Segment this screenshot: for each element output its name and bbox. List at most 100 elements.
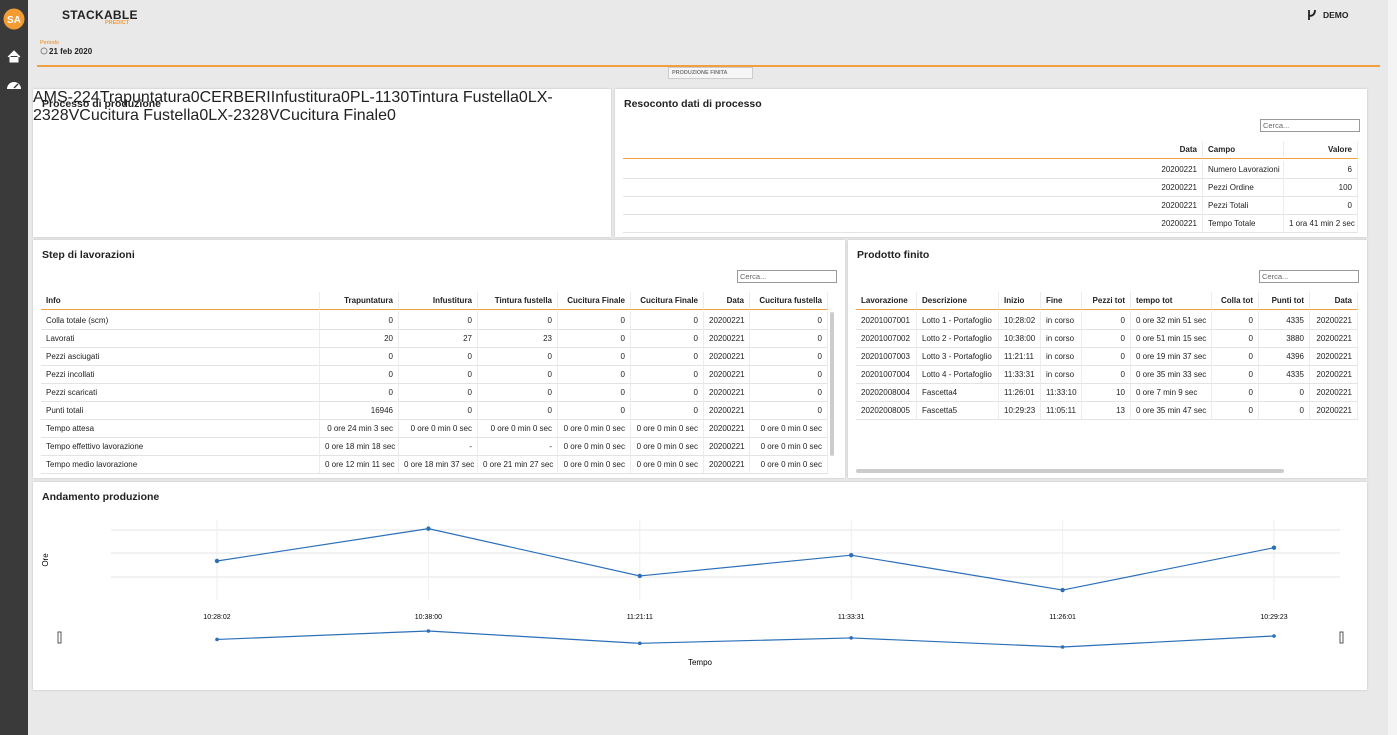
table-cell: Pezzi asciugati: [41, 348, 320, 366]
nav-handle[interactable]: [1339, 631, 1344, 644]
table-cell: 0: [478, 366, 558, 384]
table-cell: 0 ore 12 min 11 sec: [320, 456, 399, 474]
table-cell: 0: [478, 348, 558, 366]
column-header[interactable]: Descrizione: [917, 292, 999, 310]
avatar[interactable]: [3, 8, 25, 30]
column-header[interactable]: Cucitura fustella: [750, 292, 828, 310]
table-cell: 6: [1284, 161, 1358, 179]
machine-name: Tintura Fustella: [409, 89, 519, 106]
x-tick-label: 11:21:11: [627, 614, 653, 621]
scrollbar[interactable]: [1388, 0, 1397, 735]
column-header[interactable]: Infustitura: [399, 292, 478, 310]
point[interactable]: [1271, 545, 1277, 550]
column-header[interactable]: Colla tot: [1212, 292, 1259, 310]
table-cell: 16946: [320, 402, 399, 420]
search-box[interactable]: Cerca...: [737, 270, 837, 283]
column-header[interactable]: Data: [704, 292, 750, 310]
nav-handle[interactable]: [57, 631, 62, 644]
table-cell: 0 ore 0 min 0 sec: [750, 438, 828, 456]
table-cell: 0: [631, 366, 704, 384]
machine-name: Cucitura Finale: [279, 107, 387, 124]
x-tick-label: 10:38:00: [415, 614, 442, 621]
table-cell: 0: [1212, 402, 1259, 420]
h-scrollbar[interactable]: [856, 469, 1284, 473]
table-cell: 20200221: [704, 384, 750, 402]
table-cell: 0: [1082, 348, 1131, 366]
machine-count: 0: [341, 89, 350, 106]
table-cell: 0 ore 0 min 0 sec: [750, 456, 828, 474]
column-header[interactable]: Tintura fustella: [478, 292, 558, 310]
table-cell: 0 ore 0 min 0 sec: [558, 456, 631, 474]
table-cell: 0: [478, 402, 558, 420]
table-cell: 20200221: [704, 312, 750, 330]
search-box[interactable]: Cerca...: [1260, 119, 1360, 132]
point[interactable]: [214, 558, 220, 564]
table-cell: 0: [750, 402, 828, 420]
table-cell: 0: [558, 402, 631, 420]
column-header[interactable]: Lavorazione: [856, 292, 917, 310]
logo-sub: PREDICT: [105, 20, 130, 26]
column-header[interactable]: Cucitura Finale: [631, 292, 704, 310]
navigator-point: [849, 636, 853, 640]
point[interactable]: [1060, 587, 1065, 593]
panel-title: Step di lavorazioni: [42, 249, 135, 261]
table-cell: Pezzi incollati: [41, 366, 320, 384]
home-icon[interactable]: [7, 50, 21, 63]
table-cell: Lotto 3 - Portafoglio: [917, 348, 999, 366]
column-header[interactable]: Valore: [1284, 141, 1358, 159]
column-header[interactable]: Campo: [1203, 141, 1284, 159]
column-header[interactable]: Pezzi tot: [1082, 292, 1131, 310]
column-header[interactable]: Info: [41, 292, 320, 310]
table-cell: 20200221: [704, 438, 750, 456]
tab[interactable]: PRODUZIONE FINITA: [668, 67, 753, 79]
table-cell: 0: [399, 312, 478, 330]
point[interactable]: [849, 552, 854, 558]
period-label: Periodo: [40, 40, 59, 46]
table-cell: 0 ore 0 min 0 sec: [399, 420, 478, 438]
table-cell: 0: [478, 312, 558, 330]
table-cell: 0: [1212, 312, 1259, 330]
table-cell: 0: [631, 348, 704, 366]
column-header[interactable]: Data: [1310, 292, 1358, 310]
table-cell: Lotto 1 - Portafoglio: [917, 312, 999, 330]
period[interactable]: 21 feb 2020: [49, 47, 93, 56]
column-header[interactable]: Data: [623, 141, 1203, 159]
table-cell: 0: [558, 366, 631, 384]
table-cell: 0: [1212, 366, 1259, 384]
table-cell: 0: [1212, 384, 1259, 402]
table-cell: 0: [320, 348, 399, 366]
table-cell: 20200221: [623, 197, 1203, 215]
machine-name: Infustitura: [270, 89, 342, 106]
column-header[interactable]: Punti tot: [1259, 292, 1310, 310]
table-cell: 0: [399, 402, 478, 420]
table-cell: 0: [399, 348, 478, 366]
table-cell: Fascetta4: [917, 384, 999, 402]
table-cell: Lavorati: [41, 330, 320, 348]
user-name[interactable]: DEMO: [1323, 10, 1349, 20]
x-tick-label: 10:29:23: [1260, 614, 1287, 621]
table-cell: 0 ore 24 min 3 sec: [320, 420, 399, 438]
table-cell: 13: [1082, 402, 1131, 420]
point[interactable]: [637, 573, 642, 579]
table-cell: 0: [750, 366, 828, 384]
chart-title: Andamento produzione: [42, 491, 160, 503]
table-cell: 11:33:10: [1041, 384, 1082, 402]
table-cell: 27: [399, 330, 478, 348]
column-header[interactable]: Fine: [1041, 292, 1082, 310]
machine-count: 0: [190, 89, 200, 106]
table-cell: 10:28:02: [999, 312, 1041, 330]
search-box[interactable]: Cerca...: [1259, 270, 1359, 283]
column-header[interactable]: tempo tot: [1131, 292, 1212, 310]
table-cell: 20200221: [704, 402, 750, 420]
table-cell: 0: [1082, 312, 1131, 330]
table-cell: 11:26:01: [999, 384, 1041, 402]
table-cell: Tempo medio lavorazione: [41, 456, 320, 474]
point[interactable]: [426, 526, 431, 531]
column-header[interactable]: Inizio: [999, 292, 1041, 310]
product-panel: Prodotto finito Cerca... Lavorazione Desc…: [848, 240, 1367, 478]
table-cell: 20200221: [704, 420, 750, 438]
column-header[interactable]: Cucitura Finale: [558, 292, 631, 310]
machine-code: PL-1130: [349, 89, 410, 106]
column-header[interactable]: Trapuntatura: [320, 292, 399, 310]
v-scrollbar[interactable]: [830, 312, 834, 456]
